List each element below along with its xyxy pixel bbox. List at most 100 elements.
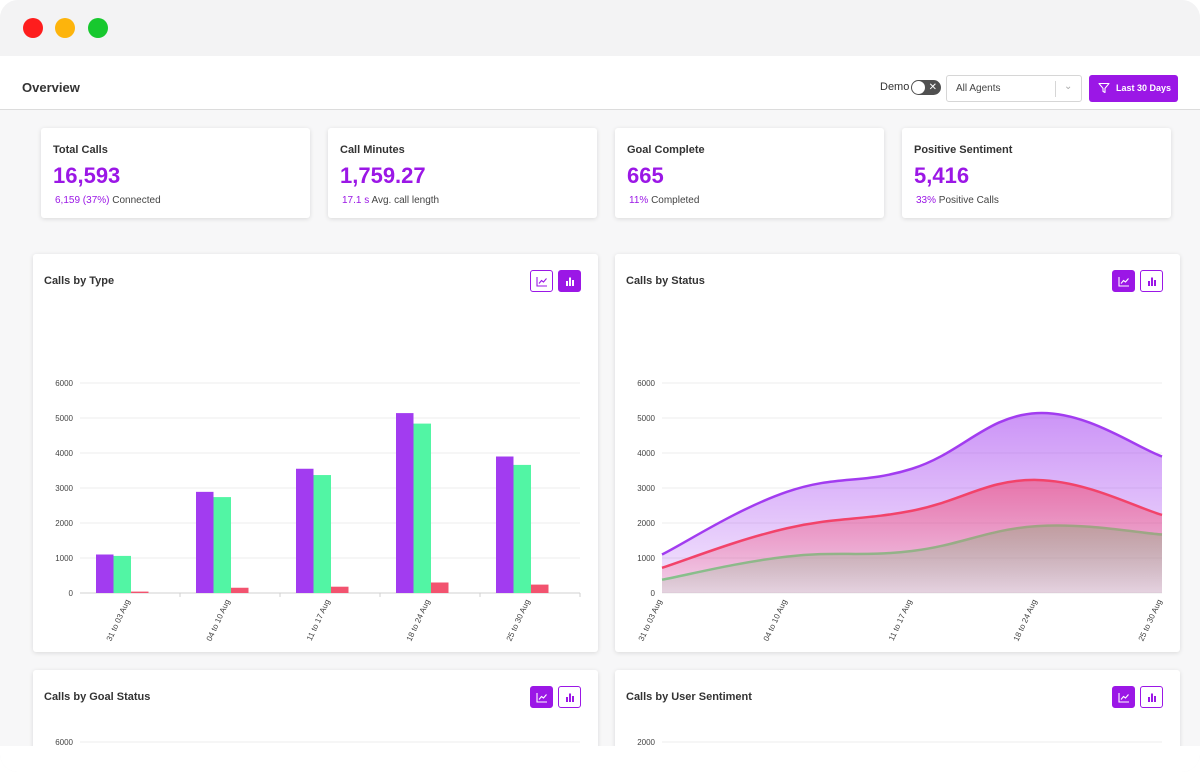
y-tick-label: 4000 — [637, 449, 655, 458]
line-chart-icon — [536, 693, 547, 703]
y-tick-label: 6000 — [637, 379, 655, 388]
bar — [531, 584, 549, 593]
close-window-button[interactable] — [23, 18, 43, 38]
bar — [96, 554, 114, 593]
y-tick-label: 1000 — [55, 554, 73, 563]
stat-subtext: 33% Positive Calls — [916, 195, 999, 206]
stat-caption: Completed — [651, 195, 700, 206]
stat-subtext: 6,159 (37%) Connected — [55, 195, 161, 206]
y-tick-label: 6000 — [55, 738, 73, 747]
page-title: Overview — [22, 80, 80, 95]
bar — [213, 497, 231, 593]
filter-icon — [1098, 82, 1110, 94]
top-bar: Overview Demo ✕ All Agents ⌄ Last 30 Day… — [0, 56, 1200, 110]
bar — [496, 456, 514, 593]
bar — [296, 468, 314, 593]
bar-chart-icon — [566, 277, 574, 286]
y-tick-label: 2000 — [637, 738, 655, 747]
x-tick-label: 04 to 10 Aug — [762, 598, 789, 643]
minimize-window-button[interactable] — [55, 18, 75, 38]
stat-value: 665 — [627, 163, 664, 188]
agent-select-value: All Agents — [956, 83, 1001, 94]
toggle-knob — [912, 81, 925, 94]
line-chart-icon — [1118, 277, 1129, 287]
stat-highlight: 11% — [629, 195, 649, 206]
bar-chart-icon — [566, 693, 574, 702]
bar-view-button[interactable] — [558, 686, 581, 708]
stat-value: 16,593 — [53, 163, 121, 188]
line-view-button[interactable] — [530, 686, 553, 708]
y-tick-label: 0 — [651, 589, 656, 598]
stat-value: 5,416 — [914, 163, 970, 188]
bar-chart-icon — [1148, 693, 1156, 702]
bar-view-button[interactable] — [1140, 270, 1163, 292]
stat-highlight: 33% — [916, 195, 937, 206]
calls-by-status-chart: 0 1000 2000 3000 4000 5000 6000 31 to 03 Aug 04 … — [637, 379, 1164, 643]
y-tick-label: 5000 — [55, 414, 73, 423]
calls-by-type-panel: Calls by Type 0 1000 2000 3000 4000 5000 6000 3… — [33, 254, 598, 652]
bar — [431, 582, 449, 593]
x-tick-label: 31 to 03 Aug — [105, 598, 132, 643]
x-tick-label: 18 to 24 Aug — [1012, 598, 1039, 643]
stat-value: 1,759.27 — [340, 163, 426, 188]
date-range-label: Last 30 Days — [1116, 83, 1172, 93]
panel-title: Calls by Status — [626, 275, 705, 287]
toggle-off-icon: ✕ — [928, 82, 937, 93]
bar — [413, 423, 431, 593]
stat-card-positive-sentiment: Positive Sentiment 5,416 33% Positive Ca… — [902, 128, 1171, 218]
bar — [396, 413, 414, 593]
stat-title: Total Calls — [53, 144, 108, 156]
y-tick-label: 0 — [69, 589, 74, 598]
x-tick-label: 04 to 10 Aug — [205, 598, 232, 643]
date-range-button[interactable]: Last 30 Days — [1089, 75, 1178, 102]
stat-caption: Positive Calls — [938, 195, 999, 206]
stat-caption: Connected — [112, 195, 161, 206]
line-view-button[interactable] — [1112, 686, 1135, 708]
chevron-down-icon: ⌄ — [1064, 81, 1073, 92]
demo-toggle[interactable]: ✕ — [911, 80, 941, 95]
x-tick-label: 25 to 30 Aug — [1137, 598, 1164, 643]
bar-view-button[interactable] — [558, 270, 581, 292]
line-view-button[interactable] — [1112, 270, 1135, 292]
stat-subtext: 17.1 s Avg. call length — [342, 195, 439, 206]
window-titlebar — [0, 0, 1200, 56]
panel-title: Calls by Goal Status — [44, 691, 151, 703]
y-tick-label: 3000 — [637, 484, 655, 493]
bar — [513, 464, 531, 593]
stat-highlight: 6,159 (37%) — [55, 195, 110, 206]
window-bottom-edge — [0, 746, 1200, 772]
stat-card-goal-complete: Goal Complete 665 11% Completed — [615, 128, 884, 218]
demo-label: Demo — [880, 81, 910, 93]
select-divider — [1055, 81, 1056, 97]
series-line — [661, 478, 1163, 569]
calls-by-type-chart: 0 1000 2000 3000 4000 5000 6000 31 to 03 Aug 04 … — [55, 379, 581, 643]
y-tick-label: 5000 — [637, 414, 655, 423]
bar — [331, 586, 349, 593]
bar — [113, 555, 131, 593]
x-tick-label: 11 to 17 Aug — [305, 598, 332, 642]
x-tick-label: 11 to 17 Aug — [887, 598, 914, 642]
bar-chart-icon — [1148, 277, 1156, 286]
stat-card-total-calls: Total Calls 16,593 6,159 (37%) Connected — [41, 128, 310, 218]
agent-select[interactable]: All Agents ⌄ — [946, 75, 1082, 102]
stat-card-call-minutes: Call Minutes 1,759.27 17.1 s Avg. call l… — [328, 128, 597, 218]
stat-subtext: 11% Completed — [629, 195, 699, 206]
line-view-button[interactable] — [530, 270, 553, 292]
bar — [313, 475, 331, 593]
y-tick-label: 2000 — [637, 519, 655, 528]
maximize-window-button[interactable] — [88, 18, 108, 38]
x-tick-label: 18 to 24 Aug — [405, 598, 432, 643]
series-line — [661, 411, 1163, 556]
area-fill — [662, 479, 1162, 593]
x-tick-label: 31 to 03 Aug — [637, 598, 664, 643]
calls-by-status-panel: Calls by Status 0 1000 2000 3000 4000 5000 600… — [615, 254, 1180, 652]
bar — [196, 491, 214, 593]
panel-title: Calls by User Sentiment — [626, 691, 752, 703]
user-sentiment-chart-partial: 2000 — [637, 738, 1162, 747]
y-tick-label: 2000 — [55, 519, 73, 528]
bar-view-button[interactable] — [1140, 686, 1163, 708]
stat-title: Goal Complete — [627, 144, 705, 156]
goal-status-chart-partial: 6000 — [55, 738, 580, 747]
line-chart-icon — [1118, 693, 1129, 703]
